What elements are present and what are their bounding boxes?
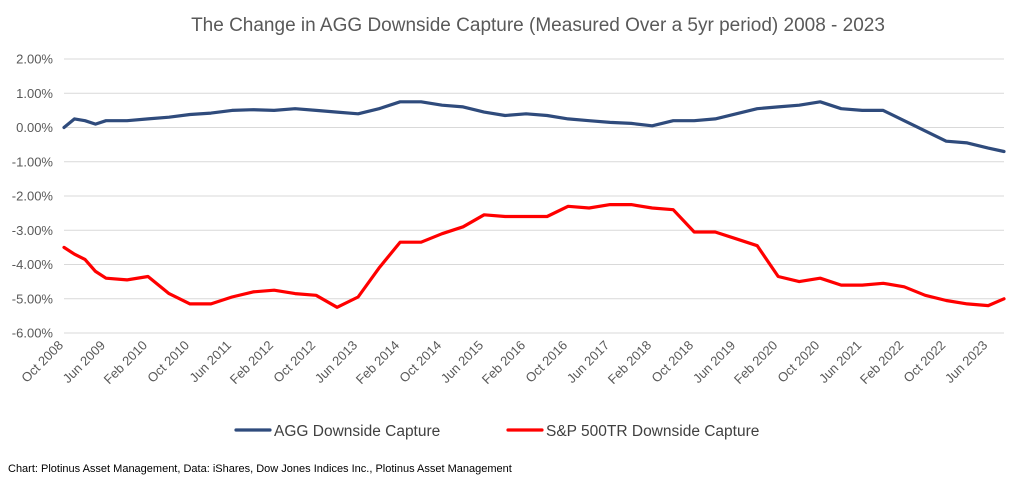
x-tick-label: Oct 2014 <box>396 338 444 386</box>
x-tick-label: Jun 2017 <box>564 338 612 386</box>
y-axis-tick-labels: 2.00% 1.00% 0.00% -1.00% -2.00% -3.00% -4.00% -… <box>12 52 54 341</box>
x-tick-label: Jun 2009 <box>60 338 108 386</box>
x-tick-label: Feb 2012 <box>227 338 276 387</box>
y-tick-label: -3.00% <box>12 223 54 238</box>
x-tick-label: Feb 2018 <box>605 338 654 387</box>
legend-label: S&P 500TR Downside Capture <box>546 423 759 440</box>
x-tick-label: Jun 2013 <box>312 338 360 386</box>
x-tick-label: Oct 2022 <box>900 338 948 386</box>
x-tick-label: Feb 2020 <box>731 338 780 387</box>
y-tick-label: -2.00% <box>12 189 54 204</box>
series-lines <box>62 100 1006 309</box>
x-tick-label: Jun 2023 <box>942 338 990 386</box>
x-tick-label: Oct 2012 <box>270 338 318 386</box>
x-tick-label: Jun 2011 <box>186 338 234 386</box>
x-tick-label: Oct 2010 <box>144 338 192 386</box>
x-tick-label: Oct 2016 <box>522 338 570 386</box>
chart-title: The Change in AGG Downside Capture (Meas… <box>191 15 885 36</box>
series-line-0 <box>62 100 1006 154</box>
y-tick-label: 1.00% <box>16 86 53 101</box>
gridlines <box>64 58 1004 334</box>
x-tick-label: Oct 2020 <box>774 338 822 386</box>
x-tick-label: Oct 2018 <box>648 338 696 386</box>
x-tick-label: Feb 2014 <box>353 338 402 387</box>
x-tick-label: Jun 2015 <box>438 338 486 386</box>
y-tick-label: -1.00% <box>12 154 54 169</box>
chart-caption: Chart: Plotinus Asset Management, Data: … <box>8 463 512 475</box>
y-tick-label: 2.00% <box>16 52 53 67</box>
y-tick-label: -4.00% <box>12 257 54 272</box>
y-tick-label: -5.00% <box>12 291 54 306</box>
x-tick-label: Jun 2021 <box>816 338 864 386</box>
x-tick-label: Feb 2010 <box>101 338 150 387</box>
legend-label: AGG Downside Capture <box>274 423 440 440</box>
legend: AGG Downside Capture S&P 500TR Downside C… <box>234 423 759 440</box>
x-tick-label: Oct 2008 <box>18 338 66 386</box>
x-tick-label: Feb 2016 <box>479 338 528 387</box>
series-line-1 <box>62 203 1006 309</box>
y-tick-label: 0.00% <box>16 120 53 135</box>
x-tick-label: Jun 2019 <box>690 338 738 386</box>
y-tick-label: -6.00% <box>12 326 54 341</box>
x-tick-label: Feb 2022 <box>857 338 906 387</box>
